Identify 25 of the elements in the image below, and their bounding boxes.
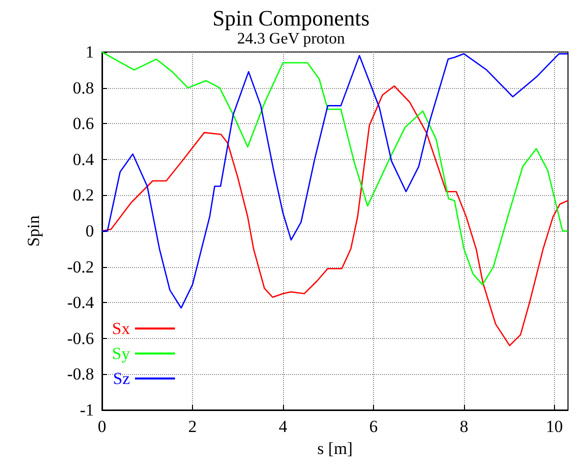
line-series — [101, 85, 569, 346]
y-tick-label: 0.2 — [72, 186, 94, 205]
x-tick-label: 0 — [98, 417, 106, 436]
legend-label: Sx — [112, 319, 130, 338]
x-axis-title: s [m] — [317, 439, 353, 458]
chart-title: Spin Components — [212, 6, 370, 30]
y-tick-label: -0.4 — [67, 293, 94, 312]
x-tick-label: 2 — [188, 417, 197, 436]
y-tick-label: 0.4 — [72, 150, 94, 169]
x-tick-label: 8 — [460, 417, 468, 436]
y-tick-label: 0.8 — [72, 78, 94, 98]
y-tick-label: 0.6 — [72, 114, 94, 134]
chart-subtitle: 24.3 GeV proton — [237, 30, 345, 48]
x-tick-label: 4 — [278, 417, 288, 436]
y-tick-label: 1 — [86, 42, 94, 62]
legend-label: Sy — [112, 344, 130, 363]
y-tick-label: -1 — [80, 400, 94, 420]
y-tick-label: 0 — [86, 222, 94, 240]
y-tick-label: -0.6 — [67, 328, 94, 348]
y-axis-title: Spin — [24, 214, 43, 247]
legend-label: Sz — [112, 369, 130, 388]
x-tick-label: 6 — [369, 417, 378, 436]
y-tick-label: -0.2 — [67, 257, 94, 276]
y-tick-label: -0.8 — [67, 364, 94, 384]
x-tick-label: 10 — [546, 417, 563, 436]
